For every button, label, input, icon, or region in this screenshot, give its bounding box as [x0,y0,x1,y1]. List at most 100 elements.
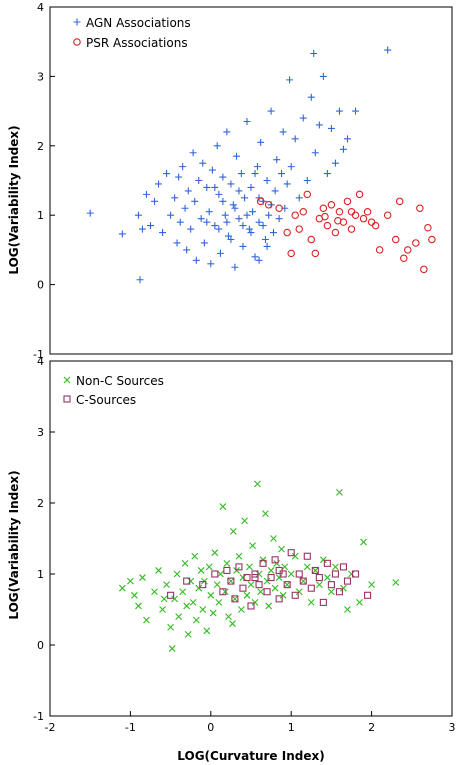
data-point [412,239,420,247]
data-point [229,201,237,209]
data-point [428,235,436,244]
data-point [275,204,283,213]
data-point [207,260,215,268]
data-point [319,72,327,80]
data-point [184,630,192,638]
data-point [323,574,331,581]
data-point [239,242,247,250]
data-point [278,545,285,553]
data-point [211,570,219,578]
data-point [163,581,170,589]
data-point [251,170,259,178]
data-point [340,584,347,592]
data-point [247,229,255,237]
data-point [359,214,368,223]
legend-marker-c [63,395,71,403]
data-point [267,107,275,115]
data-point [391,235,400,244]
legend-label-non-c: Non-C Sources [76,374,164,388]
legend-marker-glyph [73,18,81,26]
data-point [245,225,253,233]
data-point [335,207,344,216]
data-point [307,93,315,101]
data-point [254,480,261,488]
data-point [187,225,195,233]
data-point [352,107,360,115]
data-point [229,528,237,535]
y-tick-label: -1 [33,348,44,361]
data-point [270,229,278,237]
data-point [195,584,203,592]
data-point [291,552,299,560]
data-point [197,567,205,574]
data-point [163,170,171,178]
data-point [159,606,166,613]
data-point [303,552,311,560]
data-point [270,535,277,542]
data-point [281,563,289,571]
y-tick-label: 4 [37,1,44,14]
bottom-data-marks [118,480,400,652]
data-point [332,563,339,571]
data-point [189,599,197,606]
data-point [319,598,327,606]
bottom-plot-frame [49,360,453,717]
data-point [295,194,303,202]
data-point [416,204,424,213]
data-point [183,246,191,254]
data-point [215,599,223,606]
data-point [231,263,239,271]
data-point [138,225,146,233]
data-point [261,235,269,243]
data-point [160,595,168,603]
data-point [286,76,294,84]
x-axis-title: LOG(Curvature Index) [177,749,324,763]
x-tick-label: 1 [288,721,295,734]
bottom-y-axis-title: LOG(Variability Index) [7,470,21,619]
data-point [253,163,261,171]
data-point [271,556,279,564]
data-point [303,563,311,571]
data-point [287,570,295,578]
data-point [239,584,247,592]
data-point [259,559,267,567]
data-point [334,217,342,225]
legend-label-agn: AGN Associations [86,16,191,30]
data-point [375,246,384,254]
data-point [215,225,223,233]
y-tick-label: 4 [37,355,44,368]
data-point [291,211,299,219]
data-point [299,114,307,122]
data-point [262,510,269,518]
data-point [211,183,219,191]
data-point [237,606,245,613]
data-point [319,204,328,213]
data-point [279,591,287,599]
data-point [351,570,360,578]
top-y-axis-title: LOG(Variability Index) [7,125,21,274]
data-point [223,218,231,226]
data-point [295,588,303,596]
data-point [223,559,231,567]
legend-label-c: C-Sources [76,393,136,407]
data-point [203,218,211,226]
data-point [315,581,323,589]
data-point [291,591,299,599]
legend-label-psr: PSR Associations [86,36,188,50]
data-point [179,163,187,171]
bottom-y-axis-ticks: -1 0 1 2 3 4 [33,355,55,723]
data-point [255,570,263,578]
data-point [287,249,295,258]
top-scatter-panel: -1 0 1 2 3 4 LOG(Variability Index) AGN Assoc… [7,1,453,361]
top-plot-frame [49,6,453,355]
data-point [257,138,265,146]
data-point [208,166,216,174]
data-point [200,239,208,247]
data-point [311,149,319,157]
data-point [303,177,311,184]
bottom-legend: Non-C Sources C-Sources [63,374,164,407]
data-point [142,190,150,198]
data-point [219,197,227,205]
data-point [310,49,318,57]
